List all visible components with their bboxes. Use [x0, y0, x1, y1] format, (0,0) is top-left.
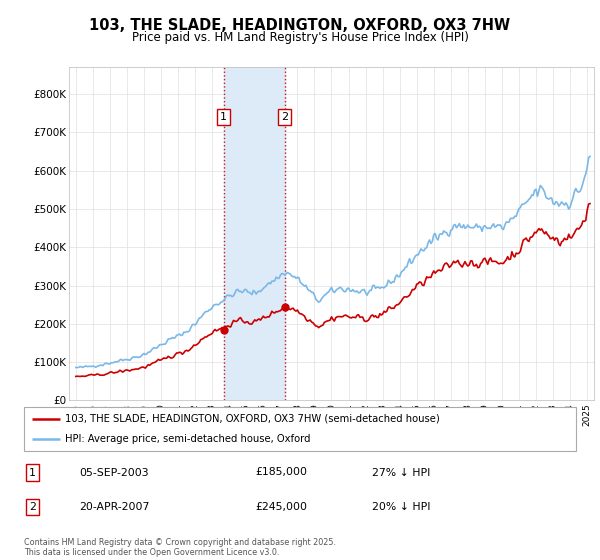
Text: Price paid vs. HM Land Registry's House Price Index (HPI): Price paid vs. HM Land Registry's House … [131, 31, 469, 44]
Text: 05-SEP-2003: 05-SEP-2003 [79, 468, 149, 478]
Text: Contains HM Land Registry data © Crown copyright and database right 2025.
This d: Contains HM Land Registry data © Crown c… [24, 538, 336, 557]
Text: 20% ↓ HPI: 20% ↓ HPI [372, 502, 430, 512]
Text: 20-APR-2007: 20-APR-2007 [79, 502, 149, 512]
Text: £185,000: £185,000 [256, 468, 308, 478]
Bar [224, 67, 284, 400]
Text: 103, THE SLADE, HEADINGTON, OXFORD, OX3 7HW: 103, THE SLADE, HEADINGTON, OXFORD, OX3 … [89, 18, 511, 33]
Text: 1: 1 [29, 468, 36, 478]
Text: 103, THE SLADE, HEADINGTON, OXFORD, OX3 7HW (semi-detached house): 103, THE SLADE, HEADINGTON, OXFORD, OX3 … [65, 414, 440, 424]
Text: 2: 2 [281, 112, 288, 122]
Text: HPI: Average price, semi-detached house, Oxford: HPI: Average price, semi-detached house,… [65, 434, 311, 444]
Text: 27% ↓ HPI: 27% ↓ HPI [372, 468, 430, 478]
Text: 1: 1 [220, 112, 227, 122]
Text: £245,000: £245,000 [256, 502, 308, 512]
Text: 2: 2 [29, 502, 36, 512]
